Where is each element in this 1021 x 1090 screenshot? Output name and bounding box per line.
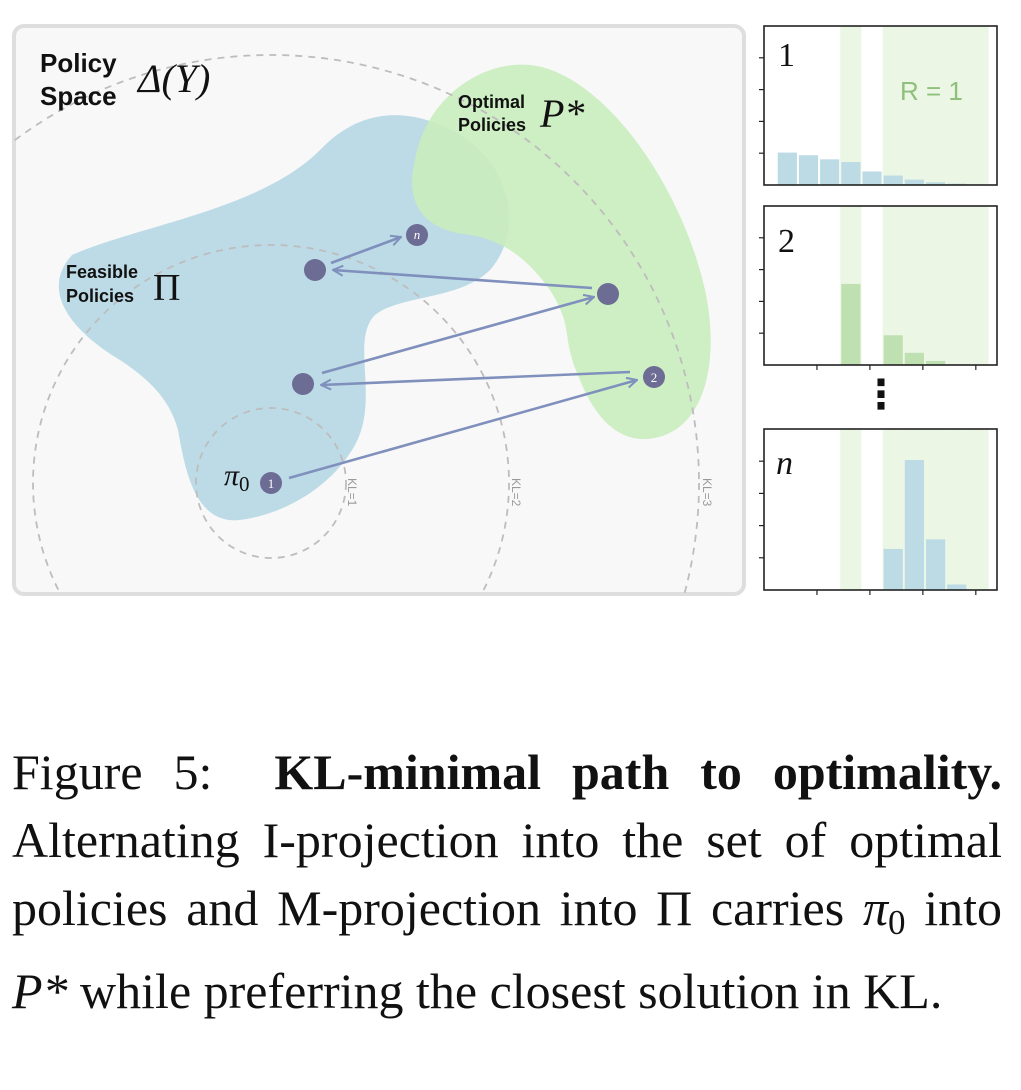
hist-label-n: n (776, 445, 793, 482)
optimal-bin-band (946, 26, 968, 185)
caption-text-2: into (924, 880, 1003, 936)
histogram-bar (777, 152, 797, 185)
optimal-bin-band (882, 206, 904, 365)
caption-pi-sub: 0 (888, 902, 906, 942)
optimal-bin-band (924, 206, 947, 365)
optimal-label-line1: Optimal (458, 92, 525, 112)
hist-bars-1 (777, 152, 967, 185)
kl-ring-2 (32, 244, 510, 594)
feasible-symbol: Π (153, 267, 180, 309)
point-m1 (292, 373, 314, 395)
kl-label-3: KL=3 (700, 478, 714, 507)
optimal-bin-band (840, 26, 862, 185)
histogram-bar (862, 171, 882, 185)
hist-bars-2 (841, 283, 946, 365)
hist-bars-3 (883, 459, 967, 590)
optimal-bin-band (946, 206, 968, 365)
point-n (406, 224, 428, 246)
kl-label-1: KL=1 (345, 478, 359, 507)
histogram-bar (904, 352, 924, 365)
arrow-m1-to-i2 (321, 297, 594, 375)
histogram-bar (904, 179, 924, 185)
optimal-bin-band (882, 26, 904, 185)
arrow-m2-to-n (330, 237, 401, 265)
hist-frame-1 (763, 25, 998, 186)
histogram-bar (925, 182, 946, 185)
histogram-bar (904, 459, 924, 590)
feasible-label-line1: Feasible (66, 262, 138, 282)
histogram-bar (925, 360, 946, 365)
policy-space-label-line1: Policy (40, 48, 117, 78)
histogram-bar (925, 539, 946, 590)
histogram-panel-2: 2 (759, 205, 998, 370)
caption-title: KL-minimal path to optimality. (274, 744, 1003, 800)
projection-arrows (288, 237, 637, 480)
histogram-panel-n: n (759, 428, 998, 595)
feasible-label-line2: Policies (66, 286, 134, 306)
histogram-bar (947, 584, 967, 590)
histogram-bar (841, 283, 861, 365)
start-policy-symbol: π (224, 459, 240, 492)
histogram-bar (841, 162, 861, 185)
caption-text-3: while preferring the closest solution in… (80, 962, 943, 1019)
point-m2 (304, 259, 326, 281)
feasible-region (58, 115, 510, 521)
figure-diagram: KL=1 KL=2 KL=3 Policy Space Δ(Y) Optimal… (12, 24, 998, 596)
optimal-region (412, 64, 711, 440)
policy-space-symbol: Δ(Y) (136, 56, 210, 101)
histogram-bar (883, 548, 903, 590)
optimal-bin-band (967, 429, 989, 590)
caption-pi: π (862, 880, 888, 936)
hist-ticks-1 (759, 57, 764, 154)
optimal-bin-band (903, 26, 925, 185)
policy-points (260, 224, 665, 494)
histogram-bar (883, 175, 903, 185)
histogram-bar (798, 155, 819, 185)
kl-ring-1 (195, 407, 347, 559)
optimal-label-line2: Policies (458, 115, 526, 135)
arrow-2-to-m1 (321, 370, 631, 385)
optimal-bin-band (903, 206, 925, 365)
hist-label-2: 2 (778, 223, 795, 260)
histogram-bar (883, 335, 903, 365)
hist-frame-2 (763, 205, 998, 366)
optimal-bin-band (840, 429, 862, 590)
arrow-i2-to-m2 (333, 270, 593, 290)
optimal-bin-band (967, 26, 989, 185)
point-i2 (597, 283, 619, 305)
kl-ring-3 (14, 54, 700, 594)
hist-ticks-3 (759, 460, 977, 595)
caption-pstar: P* (12, 962, 68, 1019)
policy-space-label-line2: Space (40, 81, 117, 111)
hist-ticks-2 (759, 237, 977, 370)
step-label-n: n (414, 227, 421, 242)
vertical-ellipsis: ⋮ (861, 373, 901, 417)
start-policy-label: π0 (224, 459, 250, 496)
point-i1 (643, 366, 665, 388)
optimal-bin-band (946, 429, 968, 590)
hist-frame-3 (763, 428, 998, 591)
start-policy-subscript: 0 (239, 472, 250, 496)
kl-rings (14, 54, 700, 594)
optimal-symbol: P* (539, 91, 584, 136)
hist-bands-1 (840, 26, 989, 185)
histogram-panel-1: 1 R = 1 (759, 25, 998, 186)
histogram-bar (820, 159, 840, 185)
caption-text-1: Alternating I-projection into the set of… (12, 812, 1002, 936)
figure-caption: Figure 5: KL-minimal path to optimality.… (12, 738, 1002, 1025)
hist-bands-2 (840, 206, 989, 365)
caption-prefix: Figure 5: (12, 744, 213, 800)
hist-label-1: 1 (778, 37, 795, 74)
reward-label: R = 1 (900, 76, 963, 106)
optimal-bin-band (924, 26, 947, 185)
arrow-start-to-2 (288, 380, 637, 480)
step-label-2: 2 (651, 370, 658, 385)
point-start (260, 472, 282, 494)
optimal-bin-band (967, 206, 989, 365)
step-label-1: 1 (268, 476, 275, 491)
kl-label-2: KL=2 (509, 478, 523, 507)
